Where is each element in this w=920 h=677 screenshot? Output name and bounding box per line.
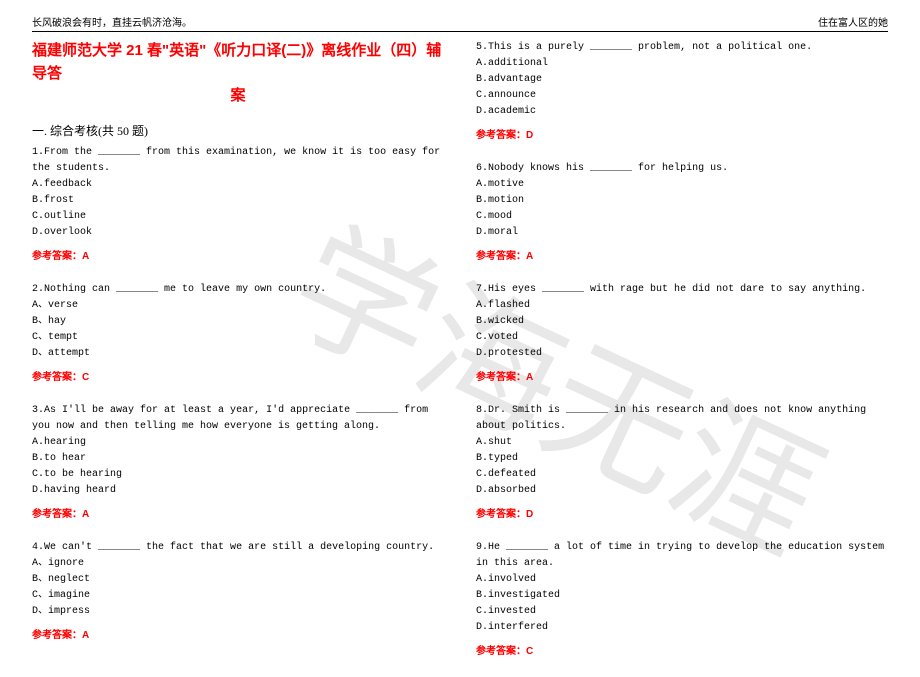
q3-text: 3.As I'll be away for at least a year, I… <box>32 403 444 435</box>
q-num: 6 <box>476 163 482 174</box>
content: 福建师范大学 21 春"英语"《听力口译(二)》离线作业（四）辅导答 案 一. … <box>0 40 920 677</box>
q-num: 2 <box>32 284 38 295</box>
q-num: 4 <box>32 542 38 553</box>
q1-opt-d: D.overlook <box>32 225 444 241</box>
q8-opt-d: D.absorbed <box>476 483 888 499</box>
q6-opt-d: D.moral <box>476 225 888 241</box>
q7-opt-d: D.protested <box>476 346 888 362</box>
q2-opt-a: A、verse <box>32 298 444 314</box>
q1-text: 1.From the _______ from this examination… <box>32 145 444 177</box>
q2-opt-c: C、tempt <box>32 330 444 346</box>
q2-opt-b: B、hay <box>32 314 444 330</box>
q8-opt-c: C.defeated <box>476 467 888 483</box>
q-num: 3 <box>32 405 38 416</box>
right-column: 5.This is a purely _______ problem, not … <box>460 40 888 677</box>
q8-opt-a: A.shut <box>476 435 888 451</box>
header-left: 长风破浪会有时，直挂云帆济沧海。 <box>32 14 192 29</box>
q1-opt-b: B.frost <box>32 193 444 209</box>
header-right: 住在富人区的她 <box>818 14 888 29</box>
q8-answer: 参考答案：D <box>476 505 888 520</box>
q-body: We can't _______ the fact that we are st… <box>44 542 434 553</box>
q5-answer: 参考答案：D <box>476 126 888 141</box>
section-heading: 一. 综合考核(共 50 题) <box>32 122 444 139</box>
q7-opt-b: B.wicked <box>476 314 888 330</box>
q-body: He _______ a lot of time in trying to de… <box>476 542 884 569</box>
question-3: 3.As I'll be away for at least a year, I… <box>32 403 444 520</box>
q7-opt-c: C.voted <box>476 330 888 346</box>
question-8: 8.Dr. Smith is _______ in his research a… <box>476 403 888 520</box>
question-9: 9.He _______ a lot of time in trying to … <box>476 540 888 657</box>
q-body: Dr. Smith is _______ in his research and… <box>476 405 866 432</box>
document-title: 福建师范大学 21 春"英语"《听力口译(二)》离线作业（四）辅导答 案 <box>32 40 444 108</box>
q-body: This is a purely _______ problem, not a … <box>488 42 812 53</box>
title-line1: 福建师范大学 21 春"英语"《听力口译(二)》离线作业（四）辅导答 <box>32 40 444 85</box>
title-line2: 案 <box>32 85 444 108</box>
question-7: 7.His eyes _______ with rage but he did … <box>476 282 888 383</box>
q4-opt-a: A、ignore <box>32 556 444 572</box>
q8-text: 8.Dr. Smith is _______ in his research a… <box>476 403 888 435</box>
question-1: 1.From the _______ from this examination… <box>32 145 444 262</box>
q4-opt-b: B、neglect <box>32 572 444 588</box>
q-num: 5 <box>476 42 482 53</box>
q4-text: 4.We can't _______ the fact that we are … <box>32 540 444 556</box>
left-column: 福建师范大学 21 春"英语"《听力口译(二)》离线作业（四）辅导答 案 一. … <box>32 40 460 677</box>
q3-answer: 参考答案：A <box>32 505 444 520</box>
q-body: Nothing can _______ me to leave my own c… <box>44 284 326 295</box>
q3-opt-a: A.hearing <box>32 435 444 451</box>
q9-opt-a: A.involved <box>476 572 888 588</box>
q-body: His eyes _______ with rage but he did no… <box>488 284 866 295</box>
question-5: 5.This is a purely _______ problem, not … <box>476 40 888 141</box>
q4-opt-d: D、impress <box>32 604 444 620</box>
q9-opt-c: C.invested <box>476 604 888 620</box>
q1-opt-a: A.feedback <box>32 177 444 193</box>
q5-text: 5.This is a purely _______ problem, not … <box>476 40 888 56</box>
q5-opt-c: C.announce <box>476 88 888 104</box>
q-body: As I'll be away for at least a year, I'd… <box>32 405 428 432</box>
q5-opt-a: A.additional <box>476 56 888 72</box>
q4-answer: 参考答案：A <box>32 626 444 641</box>
q6-text: 6.Nobody knows his _______ for helping u… <box>476 161 888 177</box>
q-body: From the _______ from this examination, … <box>32 147 440 174</box>
question-2: 2.Nothing can _______ me to leave my own… <box>32 282 444 383</box>
q6-opt-a: A.motive <box>476 177 888 193</box>
q6-opt-c: C.mood <box>476 209 888 225</box>
q8-opt-b: B.typed <box>476 451 888 467</box>
q7-answer: 参考答案：A <box>476 368 888 383</box>
q1-answer: 参考答案：A <box>32 247 444 262</box>
page-header: 长风破浪会有时，直挂云帆济沧海。 住在富人区的她 <box>0 0 920 31</box>
q4-opt-c: C、imagine <box>32 588 444 604</box>
q2-text: 2.Nothing can _______ me to leave my own… <box>32 282 444 298</box>
q9-text: 9.He _______ a lot of time in trying to … <box>476 540 888 572</box>
q2-opt-d: D、attempt <box>32 346 444 362</box>
q-num: 1 <box>32 147 38 158</box>
q-num: 8 <box>476 405 482 416</box>
q5-opt-d: D.academic <box>476 104 888 120</box>
q6-answer: 参考答案：A <box>476 247 888 262</box>
q3-opt-c: C.to be hearing <box>32 467 444 483</box>
header-divider <box>32 31 888 32</box>
q9-opt-b: B.investigated <box>476 588 888 604</box>
q-body: Nobody knows his _______ for helping us. <box>488 163 728 174</box>
q9-opt-d: D.interfered <box>476 620 888 636</box>
q6-opt-b: B.motion <box>476 193 888 209</box>
q5-opt-b: B.advantage <box>476 72 888 88</box>
q2-answer: 参考答案：C <box>32 368 444 383</box>
q9-answer: 参考答案：C <box>476 642 888 657</box>
q7-opt-a: A.flashed <box>476 298 888 314</box>
question-6: 6.Nobody knows his _______ for helping u… <box>476 161 888 262</box>
question-4: 4.We can't _______ the fact that we are … <box>32 540 444 641</box>
q3-opt-b: B.to hear <box>32 451 444 467</box>
q1-opt-c: C.outline <box>32 209 444 225</box>
q3-opt-d: D.having heard <box>32 483 444 499</box>
q-num: 9 <box>476 542 482 553</box>
q-num: 7 <box>476 284 482 295</box>
q7-text: 7.His eyes _______ with rage but he did … <box>476 282 888 298</box>
